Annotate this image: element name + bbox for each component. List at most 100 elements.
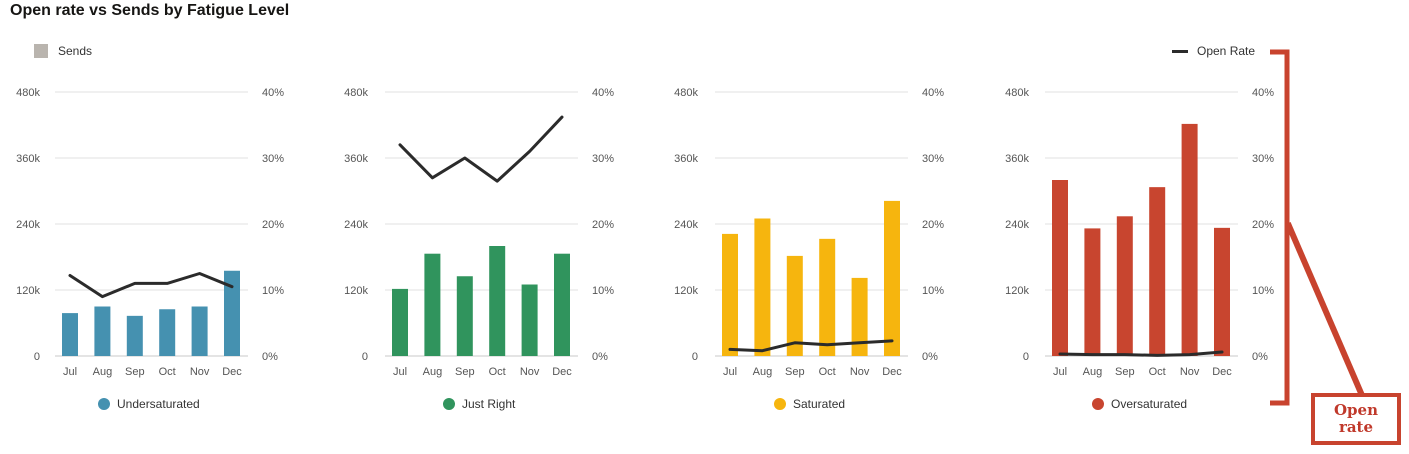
sends-bar [424,253,441,356]
y-right-tick-label: 0% [592,351,608,363]
y-right-tick-label: 0% [262,351,278,363]
y-left-tick-label: 0 [1023,351,1029,363]
sends-bar [521,284,538,356]
sends-bar [224,270,240,356]
open-rate-line [728,339,894,353]
x-tick-label: Aug [1083,366,1103,378]
y-right-tick-label: 20% [922,219,944,231]
sends-legend-label: Sends [58,44,93,58]
y-left-tick-label: 120k [674,285,698,297]
annotation-label-line2: rate [1338,418,1374,436]
y-right-tick-label: 10% [922,285,944,297]
sends-bar [489,246,506,356]
x-tick-label: Oct [1149,366,1166,378]
x-tick-label: Dec [882,366,902,378]
y-right-tick-label: 10% [262,285,284,297]
y-right-tick-label: 30% [922,153,944,165]
y-right-tick-label: 40% [1252,87,1274,99]
sends-bar [1052,180,1068,356]
y-right-tick-label: 40% [592,87,614,99]
x-tick-label: Jul [723,366,737,378]
sends-bar [754,218,771,356]
y-right-tick-label: 0% [922,351,938,363]
x-tick-label: Jul [1053,366,1067,378]
y-left-tick-label: 0 [34,351,40,363]
panel-legend-label: Undersaturated [117,397,200,411]
sends-bar [851,277,868,356]
sends-bar [191,306,208,356]
open-rate-legend-line [1172,49,1188,53]
open-rate-line [398,115,564,183]
x-tick-label: Dec [552,366,572,378]
sends-legend[interactable]: Sends [34,44,92,58]
y-right-tick-label: 10% [592,285,614,297]
x-tick-label: Aug [423,366,443,378]
open-rate-legend[interactable]: Open Rate [1172,44,1255,58]
y-left-tick-label: 0 [362,351,368,363]
y-left-tick-label: 360k [1005,153,1029,165]
sends-bar [1181,123,1198,357]
panel-legend-label: Just Right [462,397,516,411]
sends-bar [392,288,408,356]
x-tick-label: Sep [1115,366,1135,378]
y-right-tick-label: 30% [1252,153,1274,165]
x-tick-label: Jul [393,366,407,378]
x-tick-label: Oct [819,366,836,378]
y-left-tick-label: 240k [1005,219,1029,231]
y-right-tick-label: 20% [262,219,284,231]
x-tick-label: Dec [222,366,242,378]
sends-legend-swatch [34,44,48,58]
x-tick-label: Sep [125,366,145,378]
y-left-tick-label: 0 [692,351,698,363]
sends-bar [819,238,836,356]
open-rate-line [1058,350,1224,357]
annotation-label-line1: Open [1333,401,1378,419]
sends-bar [786,255,803,356]
y-left-tick-label: 480k [344,87,368,99]
x-tick-label: Oct [489,366,506,378]
panel-legend-dot [98,398,110,410]
y-right-tick-label: 30% [592,153,614,165]
panel-legend-label: Oversaturated [1111,397,1187,411]
panel-legend-dot [1092,398,1104,410]
open-rate-line [68,272,234,299]
x-tick-label: Aug [93,366,113,378]
sends-bar [62,313,78,356]
y-left-tick-label: 360k [344,153,368,165]
x-tick-label: Oct [159,366,176,378]
sends-bar [456,276,473,356]
y-right-tick-label: 30% [262,153,284,165]
x-tick-label: Nov [1180,366,1200,378]
y-right-tick-label: 20% [592,219,614,231]
sends-bar [1084,228,1101,356]
y-right-tick-label: 20% [1252,219,1274,231]
x-tick-label: Sep [455,366,475,378]
chart-title: Open rate vs Sends by Fatigue Level [10,2,290,19]
x-tick-label: Jul [63,366,77,378]
y-right-tick-label: 10% [1252,285,1274,297]
panel-legend-dot [774,398,786,410]
y-right-tick-label: 0% [1252,351,1268,363]
sends-bar [554,253,570,356]
y-left-tick-label: 240k [344,219,368,231]
x-tick-label: Sep [785,366,805,378]
y-left-tick-label: 360k [16,153,40,165]
sends-bar [126,315,143,356]
open-rate-annotation-box: Open rate [1311,393,1401,445]
annotation-pointer [1285,222,1365,397]
y-left-tick-label: 360k [674,153,698,165]
y-left-tick-label: 480k [1005,87,1029,99]
sends-bar [884,200,900,356]
sends-bar [722,233,738,356]
y-left-tick-label: 120k [344,285,368,297]
y-left-tick-label: 480k [674,87,698,99]
y-left-tick-label: 240k [674,219,698,231]
x-tick-label: Nov [190,366,210,378]
y-right-tick-label: 40% [262,87,284,99]
y-right-tick-label: 40% [922,87,944,99]
x-tick-label: Aug [753,366,773,378]
sends-bar [1116,216,1133,356]
sends-bar [159,309,176,356]
x-tick-label: Nov [520,366,540,378]
